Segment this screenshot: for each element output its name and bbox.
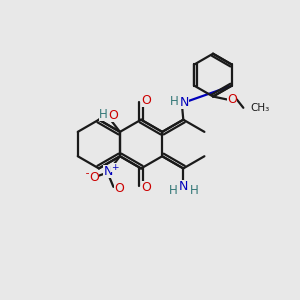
Text: H: H [190, 184, 199, 196]
Text: O: O [227, 93, 237, 106]
Text: +: + [111, 163, 119, 172]
Text: N: N [179, 180, 189, 193]
Text: O: O [108, 109, 118, 122]
Text: −: − [85, 169, 93, 179]
Text: N: N [103, 166, 113, 178]
Text: CH₃: CH₃ [250, 103, 270, 113]
Text: H: H [169, 184, 177, 196]
Text: H: H [169, 95, 178, 108]
Text: N: N [179, 96, 189, 109]
Text: O: O [89, 171, 99, 184]
Text: O: O [142, 94, 152, 107]
Text: O: O [114, 182, 124, 195]
Text: O: O [142, 181, 152, 194]
Text: H: H [99, 107, 107, 121]
